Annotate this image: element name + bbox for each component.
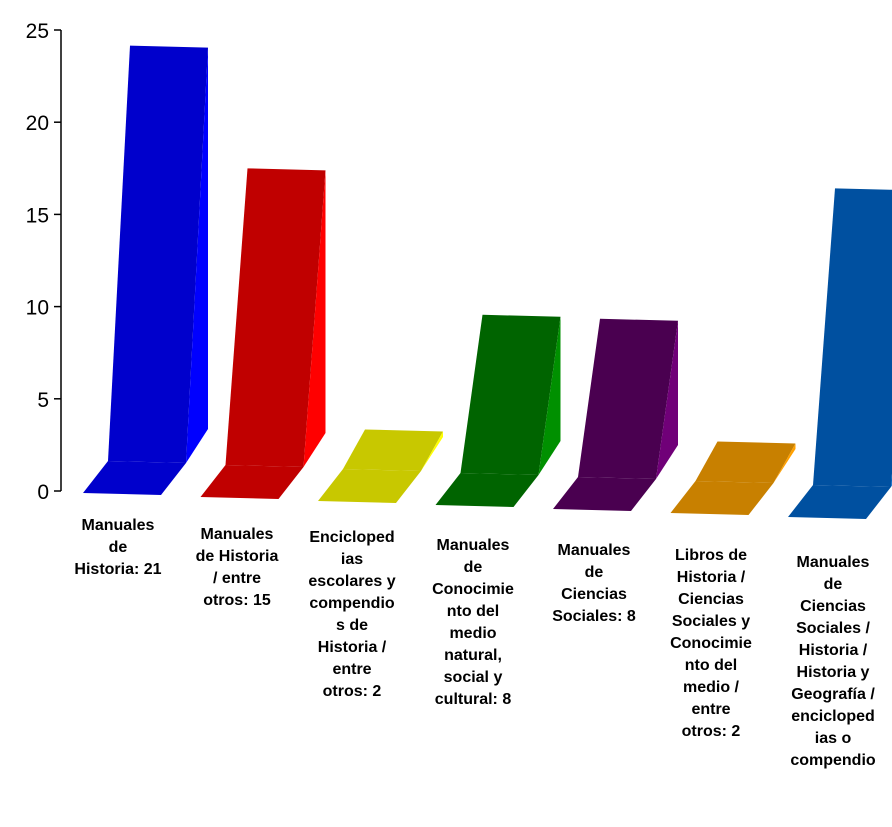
- x-category-label: Encicloped ias escolares y compendio s d…: [308, 529, 396, 700]
- bar-floor: [435, 473, 539, 507]
- bar-front: [225, 168, 326, 468]
- bar-floor: [83, 461, 186, 495]
- x-category-label: Libros de Historia / Ciencias Sociales y…: [670, 547, 752, 740]
- bar-front: [813, 188, 892, 487]
- x-category-label: Manuales de Ciencias Sociales / Historia…: [790, 554, 876, 769]
- x-category-label: Manuales de Ciencias Sociales: 8: [552, 542, 636, 625]
- y-tick-label: 15: [26, 204, 49, 227]
- bar-side: [303, 170, 326, 468]
- x-category-label: Manuales de Conocimie nto del medio natu…: [432, 537, 514, 708]
- y-tick-label: 0: [37, 481, 49, 504]
- bar-side: [773, 443, 796, 483]
- bar-side: [656, 320, 678, 479]
- bar-floor: [318, 469, 421, 503]
- bar-floor: [200, 465, 304, 499]
- bar-front: [578, 318, 678, 479]
- bar-front: [460, 314, 561, 475]
- y-tick-label: 20: [26, 112, 49, 135]
- bar-floor: [788, 485, 891, 519]
- bar-side: [421, 431, 443, 471]
- bars-group: [83, 45, 892, 519]
- bar-front: [343, 429, 443, 471]
- bar-floor: [670, 481, 774, 515]
- x-category-label: Manuales de Historia: 21: [74, 517, 162, 578]
- bar-front: [108, 45, 208, 464]
- bar-side: [538, 316, 561, 475]
- bar-floor: [553, 477, 656, 511]
- y-tick-label: 25: [26, 20, 49, 43]
- bar-front: [695, 441, 796, 483]
- x-category-label: Manuales de Historia / entre otros: 15: [195, 526, 279, 609]
- y-tick-label: 5: [37, 389, 49, 412]
- y-axis-ticks: 0 5 10 15 20 25: [26, 20, 61, 504]
- y-tick-label: 10: [26, 297, 49, 320]
- bar-side: [186, 47, 208, 464]
